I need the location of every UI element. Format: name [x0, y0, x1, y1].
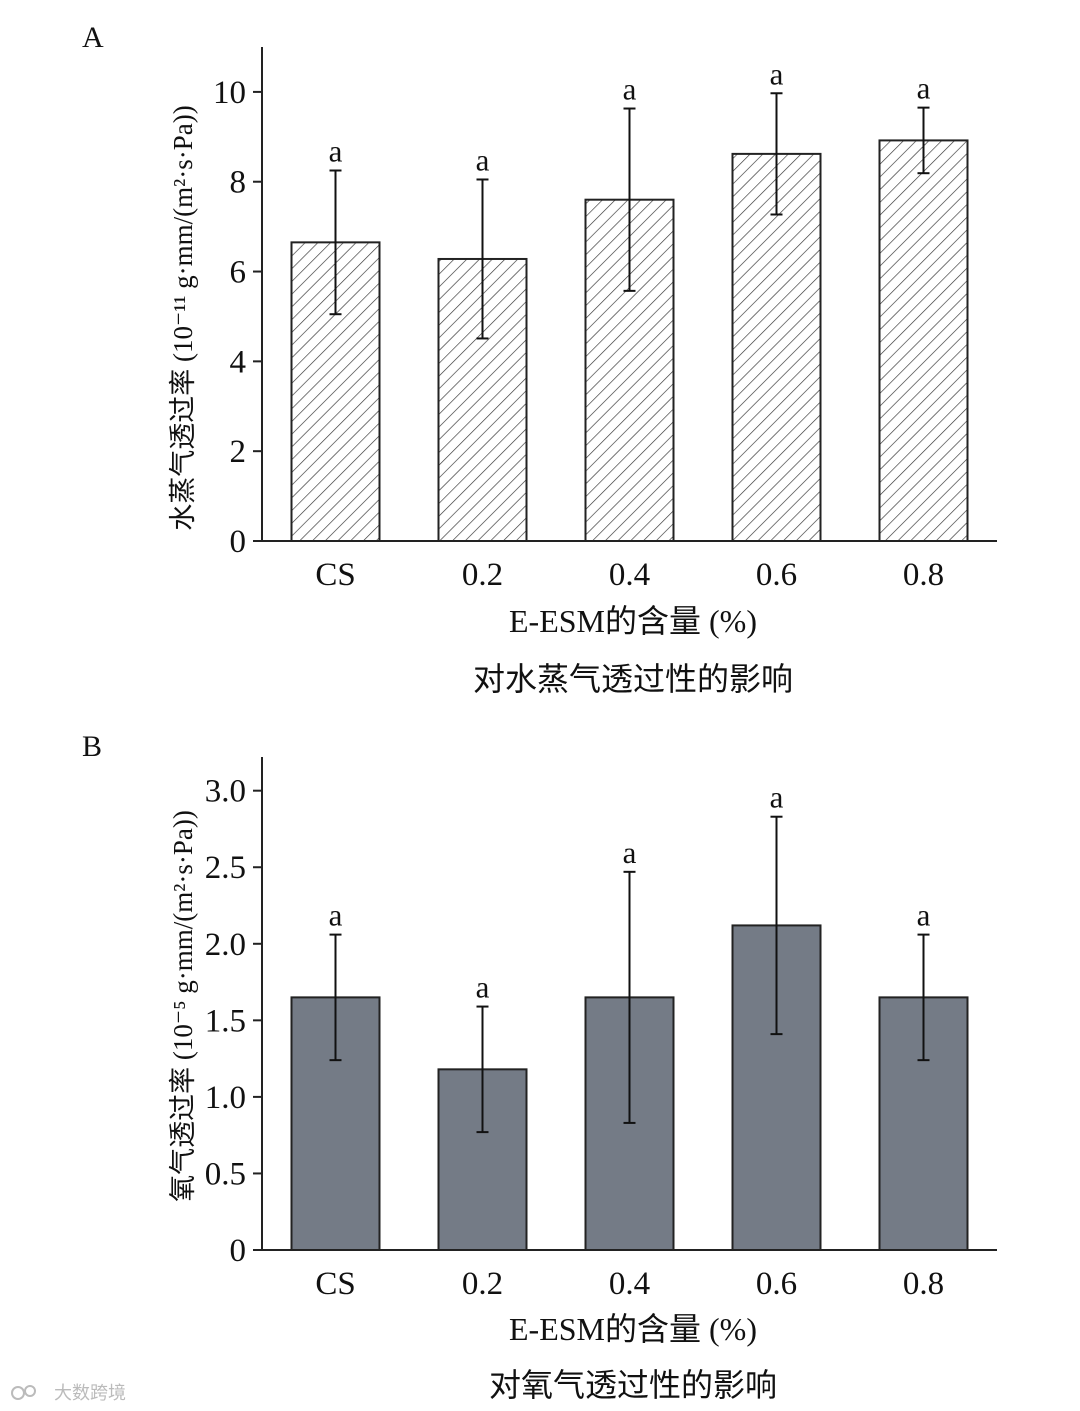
error-bar-b — [770, 815, 783, 1036]
significance-label-a: a — [623, 72, 637, 107]
error-bar-a — [917, 106, 930, 175]
error-bar-a — [770, 92, 783, 216]
caption-a: 对水蒸气透过性的影响 — [473, 661, 793, 697]
bar-a — [878, 139, 969, 542]
significance-label-b: a — [329, 898, 343, 933]
error-bar-a — [623, 107, 636, 292]
x-tick-label-a: 0.2 — [462, 557, 503, 593]
significance-label-a: a — [770, 56, 784, 91]
x-tick-label-b: 0.4 — [609, 1266, 650, 1302]
panel-letter-a: A — [82, 21, 104, 54]
y-tick-label-a: 2 — [230, 434, 247, 470]
x-axis-label-b: E-ESM的含量 (%) — [509, 1311, 757, 1347]
y-tick-label-b: 2.5 — [205, 850, 246, 886]
y-tick-label-b: 2.0 — [205, 927, 246, 963]
significance-label-a: a — [476, 142, 490, 177]
watermark-logo-icon-2 — [24, 1385, 36, 1397]
y-tick-label-b: 3.0 — [205, 774, 246, 810]
panel-letter-b: B — [82, 730, 102, 763]
error-bar-b — [623, 870, 636, 1124]
y-tick-label-a: 6 — [230, 255, 247, 291]
chart-panel-b: B 氧气透过率 (10⁻⁵ g·mm/(m²·s·Pa)) 0 0.5 1.0 1.5… — [82, 730, 997, 1403]
y-tick-label-b: 0.5 — [205, 1156, 246, 1192]
x-tick-label-b: 0.6 — [756, 1266, 797, 1302]
bar-b — [437, 1068, 528, 1252]
y-tick-label-b: 1.5 — [205, 1003, 246, 1039]
watermark-logo-icon — [11, 1386, 25, 1400]
significance-label-b: a — [917, 898, 931, 933]
x-tick-label-b: 0.2 — [462, 1266, 503, 1302]
x-axis-label-a: E-ESM的含量 (%) — [509, 603, 757, 639]
x-tick-label-b: 0.8 — [903, 1266, 944, 1302]
x-tick-label-b: CS — [315, 1266, 355, 1302]
significance-label-b: a — [770, 780, 784, 815]
y-tick-label-a: 0 — [230, 524, 247, 560]
significance-label-b: a — [623, 835, 637, 870]
watermark-text: 大数跨境 — [54, 1383, 126, 1404]
chart-panel-a: A 水蒸气透过率 (10⁻¹¹ g·mm/(m²·s·Pa)) 0246810 … — [82, 21, 997, 697]
y-axis-label-a: 水蒸气透过率 (10⁻¹¹ g·mm/(m²·s·Pa)) — [168, 105, 198, 531]
error-bar-b — [329, 933, 342, 1062]
error-bar-b — [917, 933, 930, 1062]
caption-b: 对氧气透过性的影响 — [489, 1367, 777, 1403]
x-tick-label-a: CS — [315, 557, 355, 593]
watermark: 大数跨境 — [11, 1383, 126, 1404]
y-tick-label-a: 8 — [230, 165, 247, 201]
error-bar-b — [476, 1005, 489, 1134]
x-tick-label-a: 0.4 — [609, 557, 650, 593]
error-bar-a — [476, 178, 489, 340]
y-axis-label-b: 氧气透过率 (10⁻⁵ g·mm/(m²·s·Pa)) — [168, 810, 198, 1202]
significance-label-a: a — [329, 134, 343, 169]
error-bar-a — [329, 169, 342, 316]
y-tick-label-b: 1.0 — [205, 1080, 246, 1116]
x-tick-label-a: 0.8 — [903, 557, 944, 593]
x-tick-label-a: 0.6 — [756, 557, 797, 593]
significance-label-a: a — [917, 71, 931, 106]
significance-label-b: a — [476, 970, 490, 1005]
y-tick-label-a: 10 — [213, 75, 246, 111]
y-tick-label-b: 0 — [230, 1233, 247, 1269]
y-tick-label-a: 4 — [230, 344, 247, 380]
bar-a — [731, 152, 822, 542]
